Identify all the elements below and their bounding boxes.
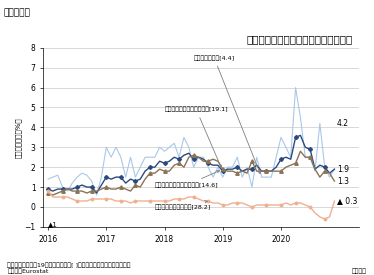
- Text: （注）ユーロ圏は19か国のデータ、[ ]内は総合指数に対するウェイト: （注）ユーロ圏は19か国のデータ、[ ]内は総合指数に対するウェイト: [7, 263, 131, 268]
- Text: 飲食料（アルコール含む）[19.1]: 飲食料（アルコール含む）[19.1]: [165, 107, 228, 168]
- Text: （資料）Eurostat: （資料）Eurostat: [7, 268, 49, 274]
- Text: ▲ 0.3: ▲ 0.3: [337, 197, 357, 205]
- Text: 4.2: 4.2: [337, 119, 349, 128]
- Text: 財（エネルギー除く）[28.2]: 財（エネルギー除く）[28.2]: [155, 200, 211, 210]
- Text: 1.9: 1.9: [337, 165, 349, 174]
- Text: うち未加工食品[4.4]: うち未加工食品[4.4]: [194, 55, 260, 174]
- Text: ▲1: ▲1: [48, 221, 58, 227]
- Text: （図表３）: （図表３）: [4, 8, 31, 17]
- Y-axis label: （前年同月比、%）: （前年同月比、%）: [15, 117, 22, 158]
- Text: 1.3: 1.3: [337, 177, 349, 186]
- Text: ユーロ圏の飲食料価格の上昇率と内訳: ユーロ圏の飲食料価格の上昇率と内訳: [246, 34, 352, 44]
- Text: うち加工食品・アルコール[14.6]: うち加工食品・アルコール[14.6]: [155, 170, 220, 188]
- Text: （月次）: （月次）: [352, 268, 367, 274]
